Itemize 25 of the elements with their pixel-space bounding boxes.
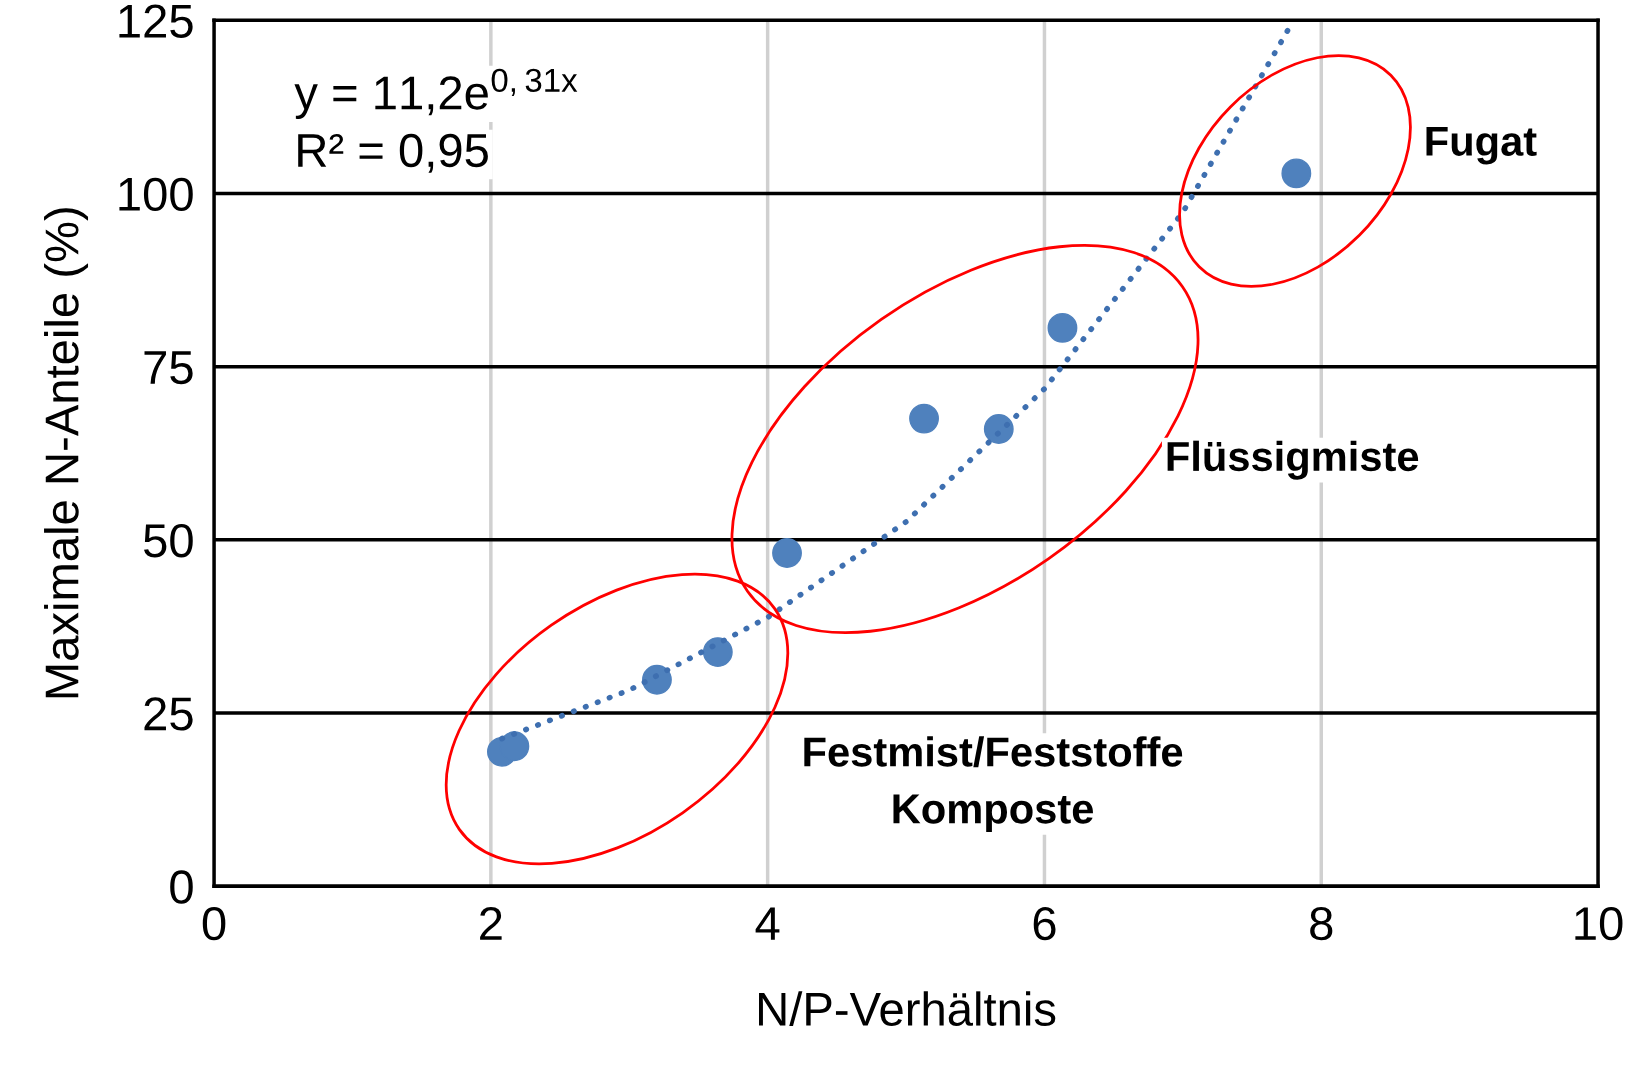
x-axis-title: N/P-Verhältnis [759, 991, 1056, 1027]
point [1047, 312, 1078, 343]
x-tick-label: 6 [1033, 906, 1056, 941]
point [909, 403, 939, 434]
point [772, 538, 802, 568]
annotation: R² = 0,95 [298, 133, 488, 173]
x-tick-label: 0 [202, 906, 226, 941]
x-tick-label: 4 [755, 907, 780, 940]
y-tick-label: 125 [119, 4, 193, 38]
point [702, 637, 733, 667]
y-tick-label: 25 [144, 697, 193, 731]
y-tick-label: 75 [144, 351, 193, 385]
x-tick-label: 2 [480, 906, 502, 940]
x-tick-label: 8 [1310, 906, 1333, 941]
y-tick-label: 100 [119, 177, 193, 212]
y-tick-label: 50 [143, 523, 193, 558]
point [1281, 158, 1312, 189]
x-tick-label: 10 [1575, 906, 1623, 941]
y-axis-title: Maximale N-Anteile (%) [44, 208, 89, 698]
annotation: Festmist/Feststoffe Komposte [804, 736, 1183, 832]
point [983, 414, 1014, 444]
annotation: y = 11,2e$^{0,31x}$ [294, 68, 578, 119]
annotation: Fugat [1426, 126, 1537, 165]
annotation: Flüssigmiste [1167, 440, 1419, 480]
y-tick-label: 0 [170, 870, 193, 904]
